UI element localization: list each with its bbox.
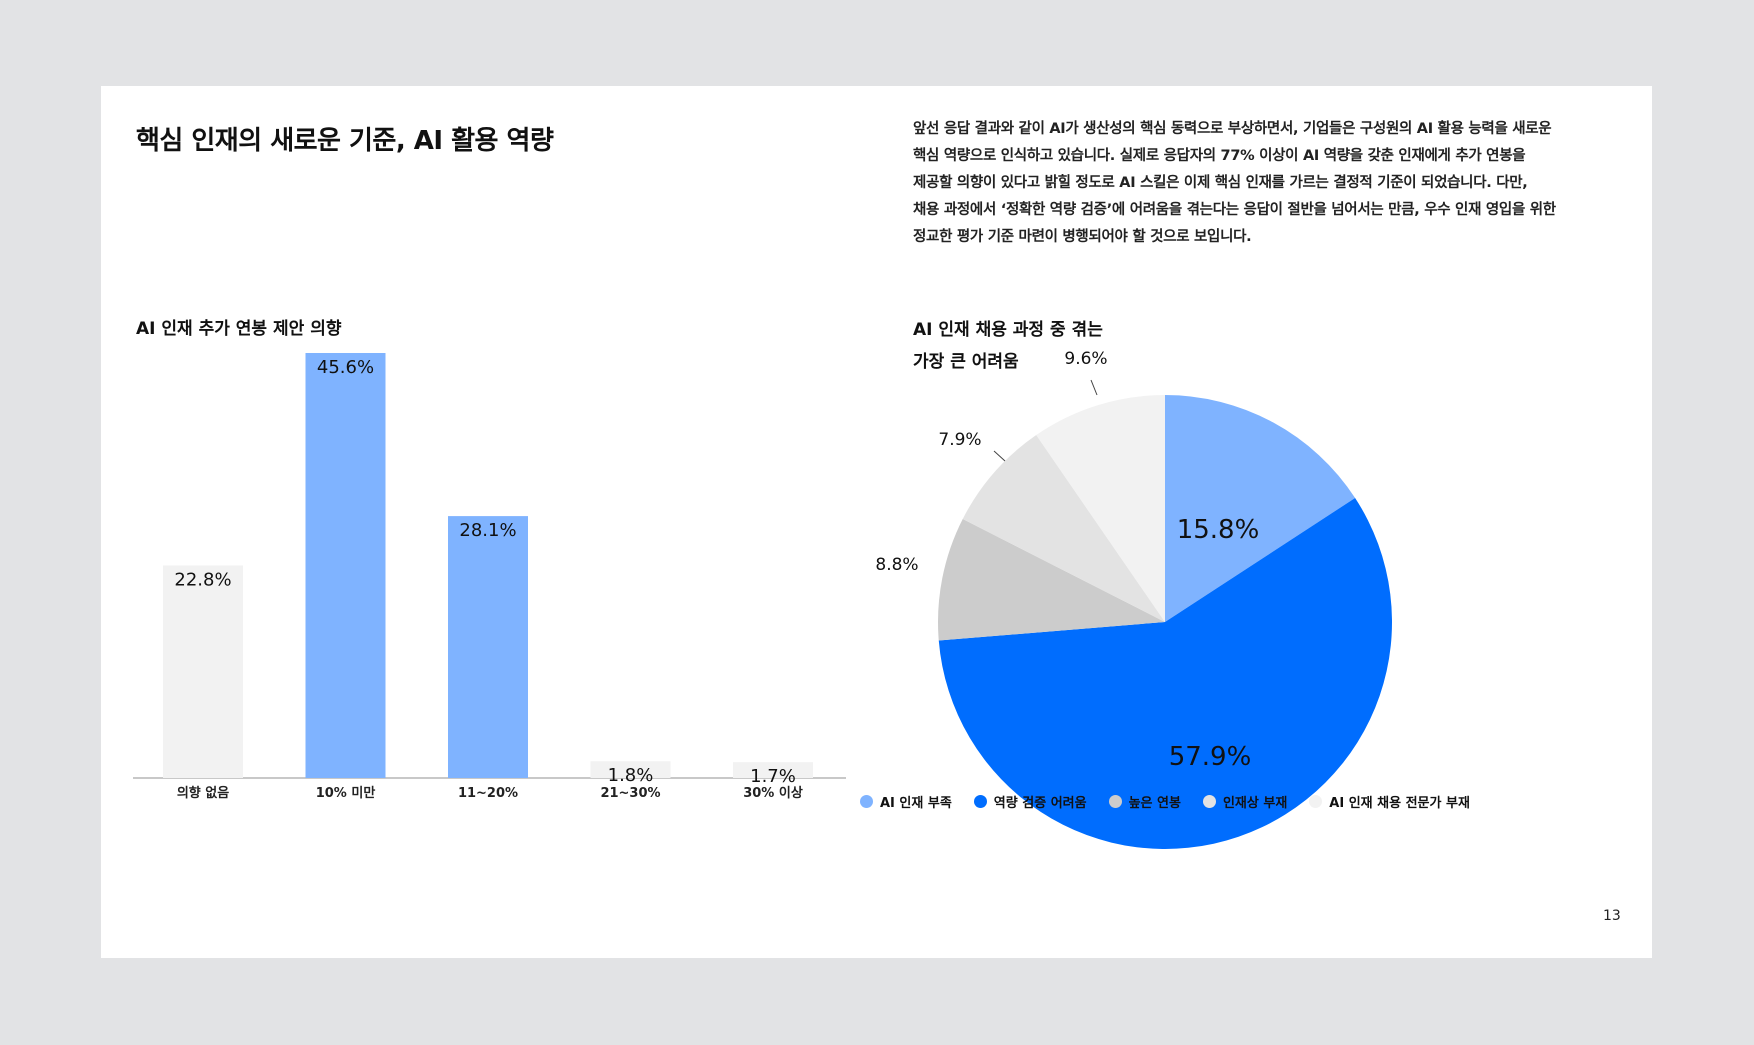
pie-slice bbox=[938, 518, 1165, 641]
pie-leader-line bbox=[993, 450, 1006, 462]
report-page: 핵심 인재의 새로운 기준, AI 활용 역량 앞선 응답 결과와 같이 AI가… bbox=[101, 86, 1652, 958]
bar-value-label: 28.1% bbox=[459, 520, 516, 541]
pie-value-label: 7.9% bbox=[938, 430, 981, 450]
description-line: 핵심 역량으로 인식하고 있습니다. 실제로 응답자의 77% 이상이 AI 역… bbox=[913, 148, 1526, 164]
pie-title-line: 가장 큰 어려움 bbox=[913, 352, 1019, 372]
description-line: 제공할 의향이 있다고 밝힐 정도로 AI 스킬은 이제 핵심 인재를 가르는 … bbox=[913, 175, 1528, 191]
pie-chart: 15.8% 57.9% 8.8% 7.9% 9.6% bbox=[875, 349, 1392, 849]
description-line: 채용 과정에서 ‘정확한 역량 검증’에 어려움을 겪는다는 응답이 절반을 넘… bbox=[913, 202, 1556, 218]
bar-category-label: 21~30% bbox=[600, 786, 660, 801]
legend-item: AI 인재 부족 bbox=[860, 792, 952, 811]
bar-category-label: 의향 없음 bbox=[177, 785, 229, 801]
pie-slice bbox=[1036, 395, 1165, 622]
pie-value-label: 9.6% bbox=[1064, 349, 1107, 369]
bar-value-label: 22.8% bbox=[174, 570, 231, 591]
pie-value-label: 15.8% bbox=[1177, 515, 1260, 545]
pie-chart-title: AI 인재 채용 과정 중 겪는 가장 큰 어려움 bbox=[913, 314, 1103, 378]
pie-slice bbox=[1165, 395, 1356, 622]
bar-category-label: 10% 미만 bbox=[316, 785, 376, 801]
legend-label: AI 인재 채용 전문가 부재 bbox=[1329, 796, 1470, 811]
legend-item: 역량 검증 어려움 bbox=[973, 792, 1087, 811]
page-number: 13 bbox=[1603, 908, 1621, 924]
pie-value-label: 8.8% bbox=[875, 555, 918, 575]
legend-swatch bbox=[973, 795, 987, 808]
description-line: 정교한 평가 기준 마련이 병행되어야 할 것으로 보입니다. bbox=[913, 229, 1252, 245]
bar-value-label: 45.6% bbox=[317, 357, 374, 378]
pie-value-label: 57.9% bbox=[1169, 742, 1252, 772]
bar bbox=[305, 353, 386, 778]
legend-swatch bbox=[860, 795, 873, 808]
pie-legend: AI 인재 부족 역량 검증 어려움 높은 연봉 인재상 부재 AI 인재 채용 전문가… bbox=[860, 792, 1470, 811]
legend-swatch bbox=[1108, 795, 1122, 808]
pie-leader-line bbox=[1090, 379, 1098, 396]
legend-label: 인재상 부재 bbox=[1222, 796, 1288, 811]
pie-slice bbox=[938, 497, 1392, 849]
bar bbox=[590, 761, 671, 778]
legend-item: AI 인재 채용 전문가 부재 bbox=[1309, 792, 1470, 811]
bar-value-label: 1.8% bbox=[608, 765, 654, 786]
legend-swatch bbox=[1202, 795, 1216, 808]
description-paragraph: 앞선 응답 결과와 같이 AI가 생산성의 핵심 동력으로 부상하면서, 기업들… bbox=[913, 116, 1603, 251]
pie-title-line: AI 인재 채용 과정 중 겪는 bbox=[913, 320, 1103, 340]
bar bbox=[733, 762, 813, 778]
bar-category-label: 30% 이상 bbox=[743, 785, 803, 801]
description-line: 앞선 응답 결과와 같이 AI가 생산성의 핵심 동력으로 부상하면서, 기업들… bbox=[913, 121, 1552, 137]
legend-label: 높은 연봉 bbox=[1128, 796, 1181, 811]
legend-label: 역량 검증 어려움 bbox=[993, 796, 1087, 811]
legend-swatch bbox=[1309, 795, 1323, 808]
bar-chart-title: AI 인재 추가 연봉 제안 의향 bbox=[136, 319, 342, 339]
bar-category-label: 11~20% bbox=[458, 786, 518, 801]
legend-item: 인재상 부재 bbox=[1202, 792, 1288, 811]
legend-item: 높은 연봉 bbox=[1108, 792, 1181, 811]
bar-chart: 22.8% 의향 없음 45.6% 10% 미만 28.1% 11~20% 1.8%21~3… bbox=[133, 353, 846, 801]
pie-slice bbox=[962, 435, 1165, 622]
legend-label: AI 인재 부족 bbox=[880, 796, 952, 811]
bar bbox=[448, 516, 528, 778]
page-title: 핵심 인재의 새로운 기준, AI 활용 역량 bbox=[136, 126, 554, 156]
bar bbox=[163, 565, 243, 778]
bar-value-label: 1.7% bbox=[750, 766, 796, 787]
